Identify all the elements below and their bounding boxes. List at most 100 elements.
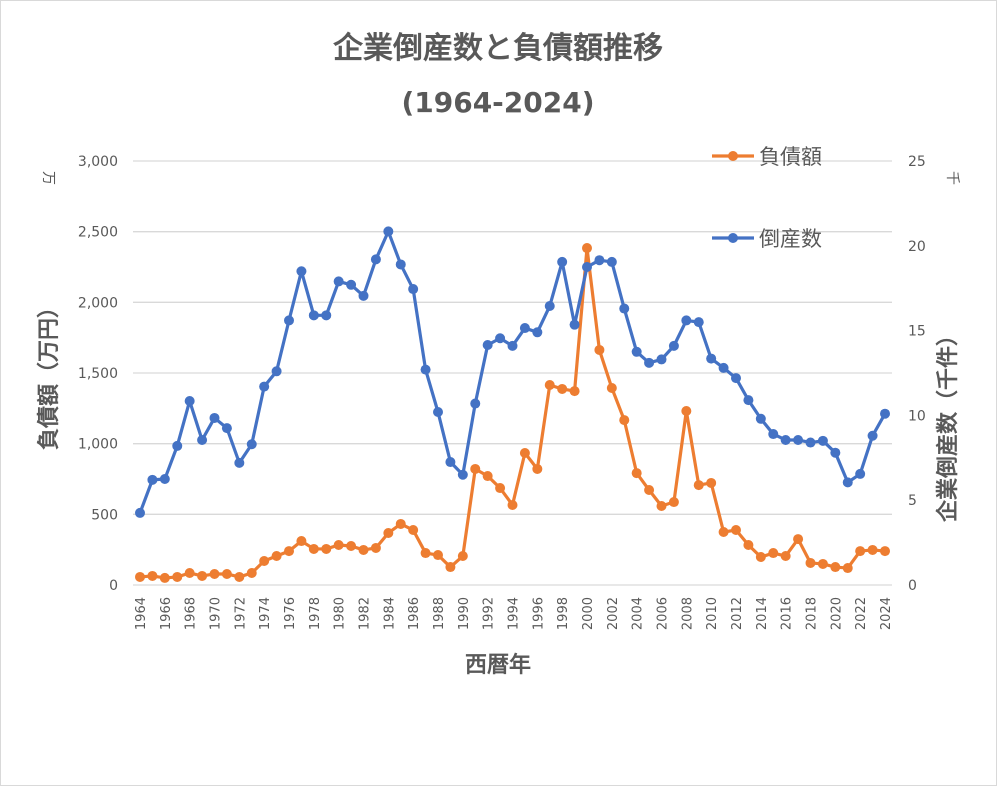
data-point bbox=[619, 303, 630, 314]
x-tick: 1968 bbox=[184, 597, 199, 630]
x-tick: 1990 bbox=[457, 597, 472, 630]
data-point bbox=[259, 555, 270, 566]
data-point bbox=[681, 406, 692, 417]
x-tick: 2016 bbox=[780, 597, 795, 630]
data-point bbox=[221, 423, 232, 434]
data-point bbox=[445, 562, 456, 573]
data-point bbox=[582, 262, 592, 272]
x-tick: 1992 bbox=[482, 597, 497, 630]
x-tick: 2020 bbox=[829, 597, 844, 630]
data-point bbox=[135, 507, 145, 518]
x-tick: 2022 bbox=[854, 597, 869, 630]
y-tick-right: 5 bbox=[908, 493, 917, 509]
data-point bbox=[805, 557, 816, 568]
x-tick: 1980 bbox=[333, 597, 348, 630]
data-point bbox=[644, 485, 655, 496]
data-point bbox=[532, 327, 543, 338]
data-point bbox=[880, 546, 890, 557]
data-point bbox=[172, 571, 183, 582]
data-point bbox=[457, 551, 468, 562]
x-tick: 1998 bbox=[556, 597, 571, 630]
x-tick: 1986 bbox=[407, 597, 422, 630]
x-tick: 2004 bbox=[631, 597, 646, 630]
data-point bbox=[768, 548, 779, 559]
data-point bbox=[333, 276, 344, 287]
data-point bbox=[780, 551, 791, 562]
data-point bbox=[383, 226, 394, 237]
data-point bbox=[184, 567, 195, 578]
series-line-倒産数 bbox=[138, 229, 887, 514]
data-point bbox=[234, 457, 245, 468]
data-point bbox=[308, 310, 319, 321]
unit-label-left: 万 bbox=[40, 171, 56, 185]
legend-label: 負債額 bbox=[759, 145, 822, 169]
chart-title: 企業倒産数と負債額推移 bbox=[333, 31, 663, 66]
data-point bbox=[308, 543, 319, 554]
x-tick: 1970 bbox=[209, 597, 224, 630]
data-point bbox=[755, 552, 766, 563]
data-point bbox=[370, 254, 381, 265]
data-point bbox=[880, 408, 890, 419]
data-point bbox=[544, 301, 555, 312]
x-tick: 2024 bbox=[879, 597, 894, 630]
x-tick: 1966 bbox=[159, 597, 174, 630]
data-point bbox=[271, 366, 282, 377]
data-point bbox=[817, 558, 828, 569]
y-tick-right: 15 bbox=[908, 324, 926, 340]
x-tick: 2008 bbox=[680, 597, 695, 630]
data-point bbox=[830, 447, 841, 458]
y-tick-right: 20 bbox=[908, 239, 926, 255]
data-point bbox=[135, 571, 145, 582]
data-point bbox=[557, 383, 568, 394]
data-point bbox=[395, 518, 406, 529]
data-point bbox=[433, 407, 443, 418]
data-point bbox=[457, 469, 468, 480]
data-point bbox=[793, 434, 804, 445]
x-tick: 2006 bbox=[656, 597, 671, 630]
y-axis-label-left: 負債額（万円） bbox=[36, 296, 62, 450]
data-point bbox=[197, 570, 208, 581]
data-point bbox=[582, 243, 592, 254]
data-point bbox=[184, 395, 195, 406]
data-point bbox=[793, 534, 804, 545]
data-point bbox=[706, 353, 717, 364]
data-point bbox=[569, 319, 580, 330]
y-tick-left: 3,000 bbox=[78, 154, 118, 170]
y-tick-left: 2,000 bbox=[78, 295, 118, 311]
data-point bbox=[197, 434, 208, 445]
data-point bbox=[644, 357, 655, 368]
x-tick: 1988 bbox=[432, 597, 447, 630]
data-point bbox=[420, 364, 431, 375]
data-point bbox=[259, 381, 270, 392]
x-tick: 1974 bbox=[258, 597, 273, 630]
data-point bbox=[321, 310, 332, 321]
y-tick-left: 2,500 bbox=[78, 225, 118, 241]
y-tick-right: 0 bbox=[908, 578, 917, 594]
data-point bbox=[470, 398, 481, 409]
data-point bbox=[420, 548, 431, 559]
data-point bbox=[346, 540, 357, 551]
legend-marker bbox=[728, 151, 738, 161]
data-point bbox=[445, 457, 456, 468]
data-point bbox=[159, 474, 170, 484]
data-point bbox=[408, 284, 419, 295]
data-point bbox=[507, 500, 518, 511]
data-point bbox=[284, 315, 294, 326]
data-point bbox=[246, 567, 257, 578]
x-tick: 2014 bbox=[755, 597, 770, 630]
data-point bbox=[284, 546, 294, 557]
data-point bbox=[383, 527, 394, 538]
data-point bbox=[519, 447, 530, 458]
data-point bbox=[296, 266, 307, 277]
x-tick: 1972 bbox=[233, 597, 248, 630]
x-tick: 2000 bbox=[581, 597, 596, 630]
data-point bbox=[346, 279, 357, 290]
y-axis-label-right: 企業倒産数（千件） bbox=[935, 324, 961, 523]
x-tick: 1982 bbox=[358, 597, 373, 630]
y-tick-right: 10 bbox=[908, 408, 926, 424]
data-point bbox=[147, 474, 158, 485]
data-point bbox=[668, 497, 679, 508]
data-point bbox=[507, 340, 518, 351]
data-point bbox=[557, 256, 568, 267]
